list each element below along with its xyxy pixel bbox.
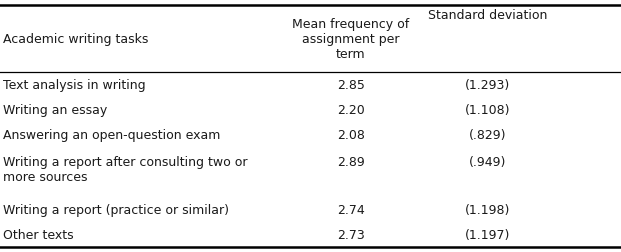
- Text: Writing a report after consulting two or
more sources: Writing a report after consulting two or…: [3, 155, 248, 183]
- Text: (.829): (.829): [469, 129, 506, 142]
- Text: 2.20: 2.20: [337, 104, 365, 117]
- Text: Mean frequency of
assignment per
term: Mean frequency of assignment per term: [292, 18, 409, 61]
- Text: 2.73: 2.73: [337, 229, 365, 241]
- Text: (1.197): (1.197): [465, 229, 510, 241]
- Text: 2.08: 2.08: [337, 129, 365, 142]
- Text: (1.293): (1.293): [465, 79, 510, 92]
- Text: Writing a report (practice or similar): Writing a report (practice or similar): [3, 204, 229, 216]
- Text: Standard deviation: Standard deviation: [428, 9, 547, 22]
- Text: (1.198): (1.198): [465, 204, 510, 216]
- Text: Answering an open-question exam: Answering an open-question exam: [3, 129, 220, 142]
- Text: 2.89: 2.89: [337, 155, 365, 168]
- Text: 2.74: 2.74: [337, 204, 365, 216]
- Text: 2.85: 2.85: [337, 79, 365, 92]
- Text: (1.108): (1.108): [465, 104, 510, 117]
- Text: (.949): (.949): [469, 155, 506, 168]
- Text: Writing an essay: Writing an essay: [3, 104, 107, 117]
- Text: Academic writing tasks: Academic writing tasks: [3, 33, 148, 46]
- Text: Text analysis in writing: Text analysis in writing: [3, 79, 146, 92]
- Text: Other texts: Other texts: [3, 229, 74, 241]
